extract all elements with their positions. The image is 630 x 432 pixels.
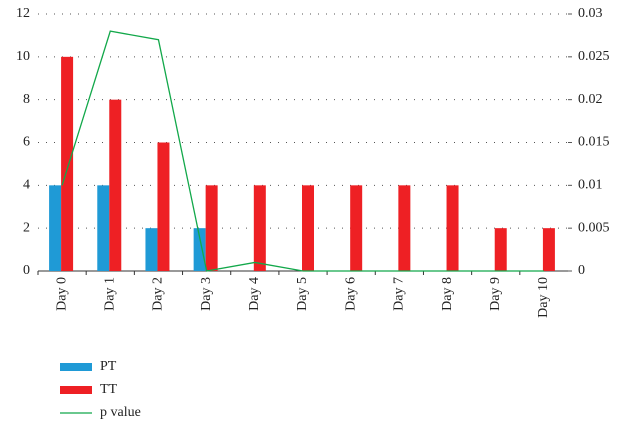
y2-tick-label: 0.025	[578, 49, 610, 64]
legend-swatch	[60, 386, 92, 394]
y2-tick-label: 0.03	[578, 6, 603, 21]
line	[61, 30, 544, 272]
y-tick-label: 4	[23, 178, 30, 193]
x-tick-label: Day 4	[247, 277, 262, 311]
bar	[398, 185, 411, 271]
y2-tick-label: 0.01	[578, 178, 603, 193]
y-tick-label: 6	[23, 135, 30, 150]
y2-tick-label: 0.005	[578, 220, 610, 235]
x-tick-label: Day 9	[488, 277, 503, 311]
bar	[145, 228, 158, 271]
legend-label: p value	[100, 405, 141, 420]
y-tick-label: 2	[23, 220, 30, 235]
y2-tick-label: 0.015	[578, 135, 610, 150]
legend-label: PT	[100, 359, 117, 374]
bar	[61, 56, 74, 272]
x-tick-label: Day 6	[343, 277, 358, 311]
y-tick-label: 10	[16, 49, 30, 64]
y-tick-label: 12	[16, 6, 30, 21]
bar	[205, 185, 218, 271]
bar	[49, 185, 62, 271]
x-tick-label: Day 10	[536, 277, 551, 318]
bar	[494, 228, 507, 271]
bar	[350, 185, 363, 271]
y2-tick-label: 0.02	[578, 92, 603, 107]
x-tick-label: Day 5	[295, 277, 310, 311]
x-tick-label: Day 3	[199, 277, 214, 311]
bar	[109, 99, 122, 272]
x-tick-label: Day 0	[54, 277, 69, 311]
legend-label: TT	[100, 382, 118, 397]
x-tick-label: Day 7	[392, 277, 407, 311]
bar	[542, 228, 555, 271]
bar	[157, 142, 170, 271]
y-tick-label: 8	[23, 92, 30, 107]
bar	[253, 185, 266, 271]
bar	[193, 228, 206, 271]
y-tick-label: 0	[23, 263, 30, 278]
legend-swatch	[60, 363, 92, 371]
bar	[302, 185, 314, 271]
y2-tick-label: 0	[578, 263, 585, 278]
bar	[446, 185, 459, 271]
x-tick-label: Day 8	[440, 277, 455, 311]
bar	[97, 185, 110, 271]
x-tick-label: Day 2	[151, 277, 166, 311]
x-tick-label: Day 1	[102, 277, 117, 311]
